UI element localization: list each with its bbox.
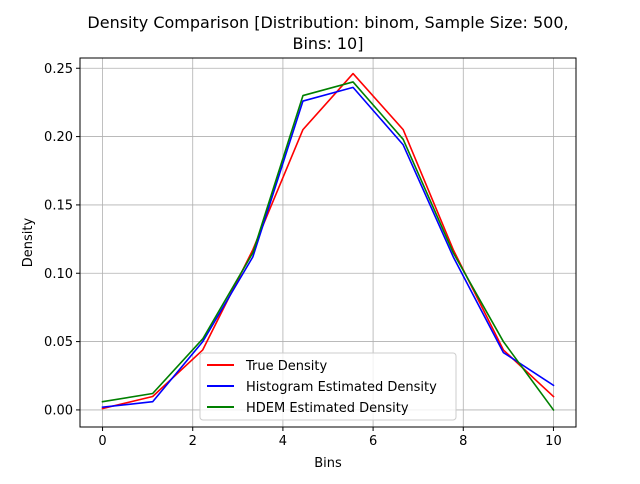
y-tick-label-3: 0.15 [44, 198, 73, 213]
x-axis-label: Bins [314, 456, 342, 471]
x-tick-label-4: 8 [459, 434, 467, 449]
legend: True Density Histogram Estimated Density… [200, 353, 456, 420]
chart-title-line-1: Density Comparison [Distribution: binom,… [87, 13, 568, 32]
x-tick-label-1: 2 [189, 434, 197, 449]
x-tick-label-2: 4 [279, 434, 287, 449]
legend-label-histogram-density: Histogram Estimated Density [246, 380, 437, 395]
y-tick-label-5: 0.25 [44, 62, 73, 77]
y-tick-label-1: 0.05 [44, 335, 73, 350]
y-tick-label-2: 0.10 [44, 267, 73, 282]
y-tick-label-0: 0.00 [44, 403, 73, 418]
y-tick-label-4: 0.20 [44, 130, 73, 145]
legend-label-hdem-density: HDEM Estimated Density [246, 401, 409, 416]
chart-title-line-2: Bins: 10] [293, 34, 364, 53]
x-tick-label-5: 10 [545, 434, 562, 449]
x-tick-label-0: 0 [98, 434, 106, 449]
y-axis-label: Density [21, 217, 36, 267]
x-tick-label-3: 6 [369, 434, 377, 449]
legend-label-true-density: True Density [245, 359, 327, 374]
